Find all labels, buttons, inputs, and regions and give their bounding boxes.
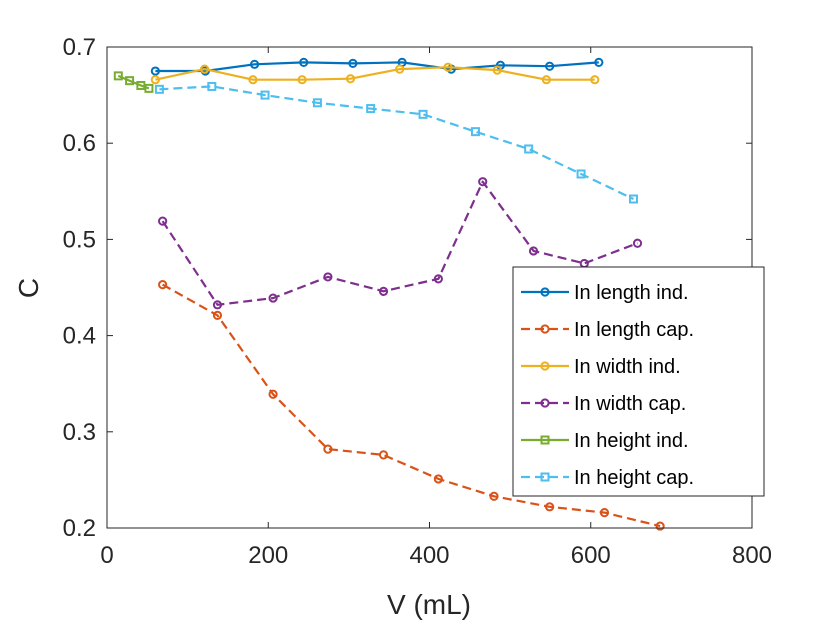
data-point xyxy=(545,502,555,512)
data-point xyxy=(418,109,428,119)
legend-item: In width ind. xyxy=(521,356,681,378)
data-point xyxy=(378,286,389,296)
series-line xyxy=(155,66,595,81)
data-point xyxy=(594,57,604,67)
ticks-layer: 0 200 400 600 800 0.2 0.3 0.4 0.5 0.6 0.7 xyxy=(63,34,772,569)
data-point xyxy=(150,66,160,76)
y-tick-label: 0.2 xyxy=(63,515,96,542)
series-5 xyxy=(113,71,154,93)
legend-label: In length ind. xyxy=(574,282,689,304)
x-tick-label: 200 xyxy=(248,542,288,569)
data-point xyxy=(299,57,309,67)
series-layer xyxy=(113,57,665,531)
data-point xyxy=(433,274,443,284)
legend: In length ind. In length cap. In width ind… xyxy=(512,266,765,497)
legend-item: In length ind. xyxy=(521,282,689,304)
y-tick-label: 0.6 xyxy=(63,130,96,157)
data-point xyxy=(297,75,307,85)
data-point xyxy=(433,474,443,484)
data-point xyxy=(395,64,405,74)
data-point xyxy=(212,310,223,320)
x-tick-label: 800 xyxy=(732,542,772,569)
data-point xyxy=(158,216,168,226)
series-2 xyxy=(158,280,665,531)
legend-item: In height ind. xyxy=(521,430,689,452)
y-tick-label: 0.4 xyxy=(63,323,96,350)
data-point xyxy=(524,144,534,154)
data-point xyxy=(323,272,333,282)
data-point xyxy=(489,491,499,501)
x-tick-label: 400 xyxy=(409,542,449,569)
data-point xyxy=(348,58,358,68)
series-line xyxy=(155,61,599,73)
data-point xyxy=(158,280,168,290)
data-point xyxy=(268,389,278,399)
legend-label: In length cap. xyxy=(574,319,694,341)
y-tick-label: 0.5 xyxy=(63,226,96,253)
series-line xyxy=(161,180,638,306)
data-point xyxy=(528,246,539,256)
data-point xyxy=(248,75,258,85)
data-point xyxy=(249,59,260,69)
series-3 xyxy=(150,62,600,85)
data-point xyxy=(470,127,480,137)
series-4 xyxy=(158,177,643,310)
legend-marker xyxy=(540,287,550,297)
legend-label: In width ind. xyxy=(574,356,681,378)
data-point xyxy=(312,98,322,108)
data-point xyxy=(366,104,376,114)
series-1 xyxy=(150,57,604,76)
data-point xyxy=(144,83,154,93)
legend-label: In width cap. xyxy=(574,393,686,415)
data-point xyxy=(590,75,600,85)
data-point xyxy=(576,169,586,179)
legend-marker xyxy=(540,435,550,445)
data-point xyxy=(478,177,488,187)
y-axis-title: C xyxy=(13,278,44,298)
legend-label: In height cap. xyxy=(574,467,694,489)
legend-marker xyxy=(540,472,550,482)
legend-marker xyxy=(540,324,550,334)
data-point xyxy=(655,521,665,531)
series-line xyxy=(159,85,634,200)
legend-marker xyxy=(540,398,550,408)
data-point xyxy=(260,90,270,100)
data-point xyxy=(323,444,333,454)
x-tick-label: 0 xyxy=(100,542,113,569)
data-point xyxy=(545,61,555,71)
legend-label: In height ind. xyxy=(574,430,689,452)
data-point xyxy=(628,194,638,204)
data-point xyxy=(113,71,123,81)
legend-marker xyxy=(540,361,550,371)
x-tick-label: 600 xyxy=(571,542,611,569)
data-point xyxy=(345,74,356,84)
series-line xyxy=(162,283,661,528)
data-point xyxy=(125,76,135,86)
data-point xyxy=(599,508,610,518)
y-tick-label: 0.3 xyxy=(63,419,96,446)
data-point xyxy=(492,65,502,75)
data-point xyxy=(199,64,210,74)
data-point xyxy=(443,62,453,72)
data-point xyxy=(632,238,643,248)
data-point xyxy=(154,84,164,94)
legend-item: In length cap. xyxy=(521,319,694,341)
data-point xyxy=(207,81,217,91)
data-point xyxy=(150,75,160,85)
data-point xyxy=(378,450,389,460)
data-point xyxy=(268,293,278,303)
data-point xyxy=(212,300,223,310)
data-point xyxy=(541,75,552,85)
legend-box xyxy=(512,266,765,497)
series-6 xyxy=(154,81,638,204)
legend-item: In width cap. xyxy=(521,393,686,415)
legend-item: In height cap. xyxy=(521,467,694,489)
data-point xyxy=(136,80,146,90)
x-axis-title: V (mL) xyxy=(387,589,471,620)
y-tick-label: 0.7 xyxy=(63,34,96,61)
